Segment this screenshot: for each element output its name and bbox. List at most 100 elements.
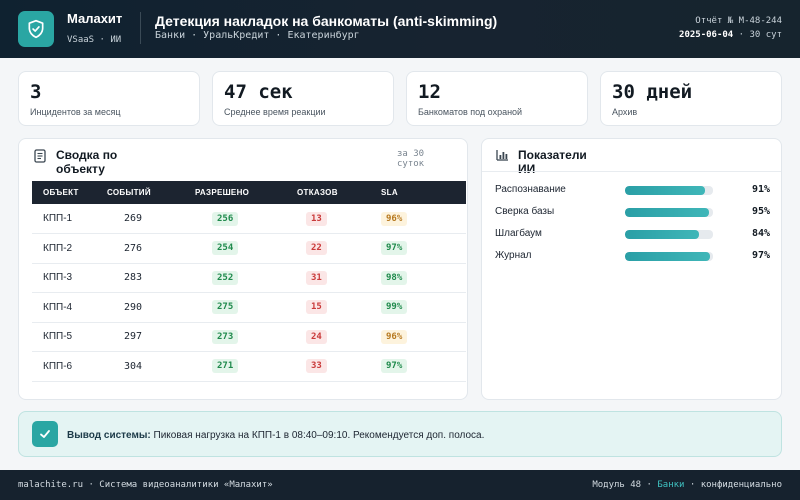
cell-object: КПП-3 — [43, 272, 73, 284]
cell-events: 276 — [124, 242, 143, 254]
metric-label: Сверка базы — [495, 206, 555, 217]
report-date-line: 2025-06-04 · 30 сут — [672, 28, 782, 42]
conclusion-badge — [32, 421, 58, 447]
conclusion-label: Вывод системы: — [67, 430, 151, 441]
report-date: 2025-06-04 — [679, 30, 734, 40]
allowed-badge: 275 — [212, 300, 239, 315]
column-header-allowed: РАЗРЕШЕНО — [195, 188, 250, 197]
metric-progress-fill — [625, 186, 706, 195]
check-icon — [40, 430, 50, 438]
ai-metrics-title: Показатели ИИ — [518, 148, 587, 176]
metric-progress-bar — [625, 252, 713, 261]
allowed-badge: 273 — [212, 329, 239, 344]
metric-percent: 97% — [751, 250, 770, 261]
allowed-badge: 252 — [212, 270, 239, 285]
cell-object: КПП-2 — [43, 242, 73, 254]
kpi-card-incidents: 3 Инцидентов за месяц — [18, 71, 200, 126]
cell-object: КПП-4 — [43, 301, 73, 313]
report-info: Отчёт № M-48-244 2025-06-04 · 30 сут — [672, 14, 782, 42]
metric-progress-fill — [625, 230, 699, 239]
sla-badge: 99% — [381, 300, 408, 315]
conclusion-text: Вывод системы: Пиковая нагрузка на КПП-1… — [67, 429, 487, 442]
metric-percent: 84% — [751, 228, 770, 239]
denied-badge: 33 — [306, 359, 327, 374]
table-row[interactable]: КПП-5 297 273 24 96% — [32, 322, 466, 352]
denied-badge: 15 — [306, 300, 327, 315]
cell-object: КПП-1 — [43, 213, 73, 224]
metric-progress-fill — [625, 252, 711, 261]
kpi-value: 47 сек — [224, 81, 293, 103]
cell-object: КПП-6 — [43, 360, 73, 372]
kpi-card-archive: 30 дней Архив — [600, 71, 782, 126]
brand-name: Малахит — [67, 11, 123, 26]
cell-events: 269 — [124, 213, 143, 224]
kpi-card-atms: 12 Банкоматов под охраной — [406, 71, 588, 126]
table-row[interactable]: КПП-1 269 256 13 96% — [32, 204, 466, 234]
brand-subtitle: VSaaS · ИИ — [67, 35, 122, 45]
conclusion-message: Пиковая нагрузка на КПП-1 в 08:40–09:10.… — [153, 430, 485, 441]
denied-badge: 31 — [306, 270, 327, 285]
metric-row-log: Журнал 97% — [495, 249, 770, 265]
metric-progress-bar — [625, 186, 713, 195]
column-header-events: СОБЫТИЙ — [107, 188, 151, 197]
cell-object: КПП-5 — [43, 331, 73, 343]
footer-site: malachite.ru · Система видеоаналитики «М… — [18, 480, 273, 490]
metric-label: Распознавание — [495, 184, 566, 195]
kpi-label: Инцидентов за месяц — [30, 107, 121, 117]
table-row[interactable]: КПП-6 304 271 33 97% — [32, 352, 466, 381]
allowed-badge: 256 — [212, 211, 239, 226]
summary-title: Сводка по объекту — [56, 148, 118, 176]
kpi-label: Банкоматов под охраной — [418, 107, 523, 117]
metric-label: Журнал — [495, 250, 532, 261]
column-header-denied: ОТКАЗОВ — [297, 188, 338, 197]
footer-sector: Банки — [657, 480, 685, 490]
kpi-value: 12 — [418, 81, 441, 103]
logo[interactable] — [18, 11, 54, 47]
cell-events: 290 — [124, 301, 143, 313]
metric-row-db-check: Сверка базы 95% — [495, 205, 770, 221]
kpi-label: Архив — [612, 107, 638, 117]
footer-confidential: · конфиденциально — [689, 480, 782, 490]
metric-label: Шлагбаум — [495, 228, 542, 239]
column-header-sla: SLA — [381, 188, 398, 197]
footer-module: Модуль 48 · — [592, 480, 652, 490]
panel-divider — [482, 171, 781, 172]
sla-badge: 98% — [381, 270, 408, 285]
metric-progress-fill — [625, 208, 709, 217]
table-row[interactable]: КПП-3 283 252 31 98% — [32, 263, 466, 293]
metric-percent: 95% — [751, 206, 770, 217]
sla-badge: 97% — [381, 241, 408, 256]
metric-progress-bar — [625, 230, 713, 239]
kpi-value: 30 дней — [612, 81, 693, 103]
allowed-badge: 271 — [212, 359, 239, 374]
page-title: Детекция накладок на банкоматы (anti-ski… — [155, 13, 498, 29]
denied-badge: 22 — [306, 241, 327, 256]
kpi-card-reaction-time: 47 сек Среднее время реакции — [212, 71, 394, 126]
ai-metrics-panel: Показатели ИИ Распознавание 91% Сверка б… — [481, 138, 782, 400]
report-number: Отчёт № M-48-244 — [695, 16, 782, 26]
allowed-badge: 254 — [212, 241, 239, 256]
table-row[interactable]: КПП-2 276 254 22 97% — [32, 234, 466, 263]
kpi-label: Среднее время реакции — [224, 107, 326, 117]
shield-check-icon — [28, 19, 44, 39]
cell-events: 297 — [124, 331, 143, 343]
footer-meta: Модуль 48 · Банки · конфиденциально — [592, 480, 782, 490]
report-period: · 30 сут — [738, 30, 782, 40]
summary-table: ОБЪЕКТ СОБЫТИЙ РАЗРЕШЕНО ОТКАЗОВ SLA КПП… — [32, 181, 466, 382]
header-divider — [140, 12, 141, 44]
column-header-object: ОБЪЕКТ — [43, 188, 79, 197]
metric-progress-bar — [625, 208, 713, 217]
denied-badge: 13 — [306, 211, 327, 226]
document-icon — [34, 149, 46, 163]
summary-period-note: за 30 суток — [397, 149, 425, 169]
system-conclusion: Вывод системы: Пиковая нагрузка на КПП-1… — [18, 411, 782, 457]
app-header: Малахит VSaaS · ИИ Детекция накладок на … — [0, 0, 800, 58]
metric-percent: 91% — [751, 184, 770, 195]
metric-row-barrier: Шлагбаум 84% — [495, 227, 770, 243]
app-footer: malachite.ru · Система видеоаналитики «М… — [0, 470, 800, 500]
summary-panel: Сводка по объекту за 30 суток ОБЪЕКТ СОБ… — [18, 138, 468, 400]
table-row[interactable]: КПП-4 290 275 15 99% — [32, 293, 466, 322]
bar-chart-icon — [496, 150, 508, 161]
cell-events: 283 — [124, 272, 143, 284]
cell-events: 304 — [124, 360, 143, 372]
